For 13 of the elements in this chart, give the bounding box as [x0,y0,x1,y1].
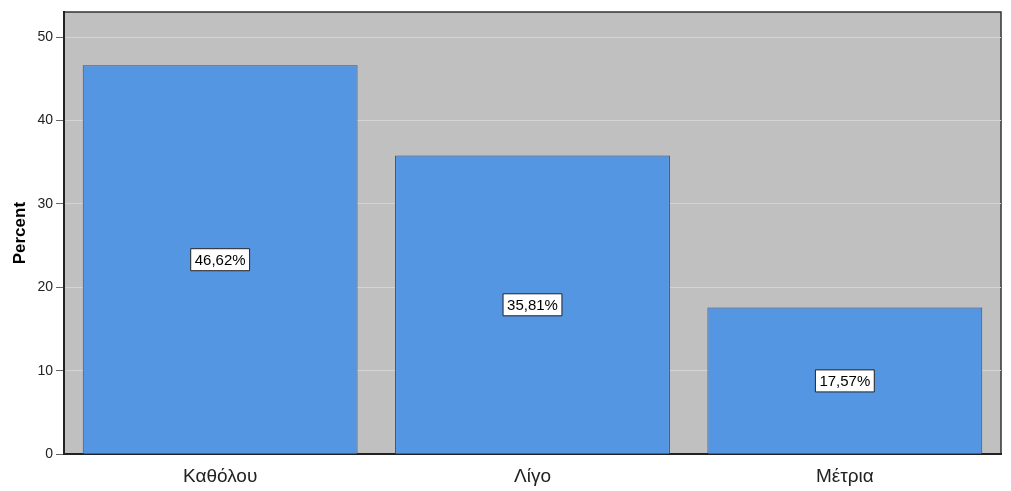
y-tick-label: 50 [37,27,54,44]
y-tick-label: 10 [37,361,54,378]
x-tick-label: Μέτρια [815,464,874,486]
data-label: 46,62% [194,250,246,268]
data-label: 17,57% [819,372,871,390]
y-tick-label: 30 [37,194,54,211]
y-axis-title: Percent [9,201,29,265]
data-label: 35,81% [507,295,558,313]
y-tick-label: 0 [45,445,54,462]
x-tick-label: Καθόλου [182,464,258,486]
x-tick-label: Λίγο [513,464,551,486]
y-tick-label: 20 [37,278,54,295]
y-tick-label: 40 [37,111,54,128]
